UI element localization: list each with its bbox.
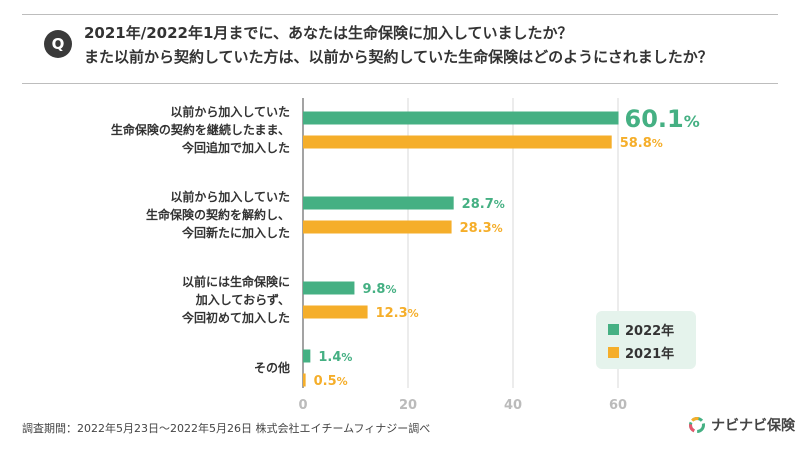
bar-2021-1 — [303, 220, 452, 234]
category-label: 以前から加入していた — [170, 189, 290, 204]
brand-logo[interactable]: ナビナビ保険 — [688, 415, 795, 435]
category-label: 加入しておらず、 — [195, 292, 290, 307]
value-label: 60.1% — [625, 105, 700, 133]
value-label: 58.8% — [620, 136, 663, 151]
value-label: 28.7% — [462, 197, 505, 212]
legend-item-2022: 2022年 — [608, 320, 674, 339]
chart-legend: 2022年 2021年 — [596, 311, 696, 369]
category-label: 今回追加で加入した — [181, 140, 290, 155]
question-line-2: また以前から契約していた方は、以前から契約していた生命保険はどのようにされました… — [84, 48, 713, 66]
category-label: 以前から加入していた — [170, 104, 290, 119]
value-label: 12.3% — [376, 306, 419, 321]
value-label: 0.5% — [314, 374, 348, 389]
x-tick-label: 60 — [609, 398, 627, 413]
bottom-divider — [22, 83, 778, 84]
bar-2022-2 — [303, 281, 355, 295]
value-label: 28.3% — [460, 221, 503, 236]
question-line-1: 2021年/2022年1月までに、あなたは生命保険に加入していましたか？ — [84, 24, 573, 42]
bar-2021-3 — [303, 373, 306, 387]
legend-label-2021: 2021年 — [625, 347, 675, 362]
bar-2022-3 — [303, 349, 311, 363]
category-label: その他 — [254, 360, 290, 375]
top-divider — [22, 14, 778, 15]
category-label: 生命保険の契約を継続したまま、 — [111, 122, 290, 137]
x-tick-label: 20 — [399, 398, 417, 413]
bar-2022-1 — [303, 196, 454, 210]
brand-name: ナビナビ保険 — [711, 418, 795, 434]
value-label: 9.8% — [362, 282, 396, 297]
survey-source-note: 調査期間：2022年5月23日〜2022年5月26日 株式会社エイチームフィナジ… — [22, 422, 431, 435]
category-label: 以前には生命保険に — [182, 274, 290, 289]
question-badge: Q — [44, 30, 72, 58]
category-label: 今回初めて加入した — [181, 310, 290, 325]
value-label: 1.4% — [318, 350, 352, 365]
x-tick-label: 40 — [504, 398, 522, 413]
legend-label-2022: 2022年 — [625, 324, 675, 339]
legend-swatch-2022 — [608, 324, 619, 335]
category-label: 生命保険の契約を解約し、 — [146, 207, 290, 222]
category-label: 今回新たに加入した — [181, 225, 290, 240]
bar-2022-0 — [303, 111, 619, 125]
bar-2021-0 — [303, 135, 612, 149]
legend-item-2021: 2021年 — [608, 343, 674, 362]
legend-swatch-2021 — [608, 347, 619, 358]
bar-2021-2 — [303, 305, 368, 319]
question-text: 2021年/2022年1月までに、あなたは生命保険に加入していましたか？ また以… — [84, 21, 784, 69]
brand-ring-icon — [689, 417, 705, 433]
x-tick-label: 0 — [298, 398, 307, 413]
